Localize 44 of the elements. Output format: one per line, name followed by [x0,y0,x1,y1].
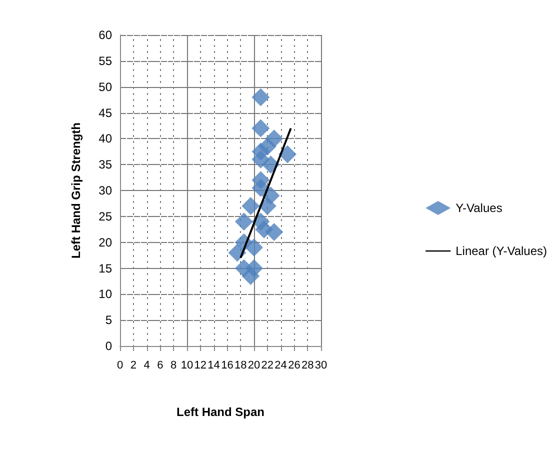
x-tick-label: 2 [130,360,136,372]
x-tick-label: 12 [194,360,207,372]
y-tick-label: 30 [98,184,112,198]
x-tick-label: 28 [301,360,314,372]
point [234,212,253,231]
y-axis-title: Left Hand Grip Strength [69,122,83,258]
y-tick-label: 50 [98,80,112,94]
point [252,119,270,138]
x-tick-label: 8 [170,360,177,372]
x-tick-label: 18 [234,360,247,372]
y-tick-label: 35 [98,158,112,172]
x-tick-label: 4 [144,360,150,372]
point [245,238,263,257]
legend-label: Y-Values [456,201,502,215]
y-tick-label: 25 [98,209,112,224]
point [252,178,270,197]
x-tick-label: 6 [157,360,164,372]
y-tick-label: 5 [105,313,112,328]
x-tick-label: 20 [248,360,260,372]
x-tick-label: 30 [314,360,328,372]
point [255,220,274,238]
point [258,197,276,216]
y-tick-label: 10 [98,287,112,302]
point [252,88,270,106]
point [242,267,260,286]
x-tick-label: 10 [180,360,194,372]
point [252,150,270,168]
x-tick-label: 0 [116,360,124,372]
point [278,145,296,164]
x-tick-label: 16 [221,360,234,372]
x-tick-label: 24 [274,360,287,372]
legend-label: Linear (Y-Values) [456,244,548,258]
y-tick-label: 40 [98,132,112,146]
x-axis-title: Left Hand Span [176,405,265,419]
x-tick-label: 26 [288,360,300,372]
y-tick-label: 20 [98,235,112,250]
y-tick-label: 15 [98,261,112,276]
y-tick-label: 60 [98,28,112,42]
x-tick-label: 22 [261,360,274,372]
y-tick-label: 45 [98,106,112,120]
y-tick-label: 0 [105,339,112,353]
point [242,197,260,216]
y-tick-label: 55 [98,54,112,68]
x-tick-label: 14 [208,360,220,372]
